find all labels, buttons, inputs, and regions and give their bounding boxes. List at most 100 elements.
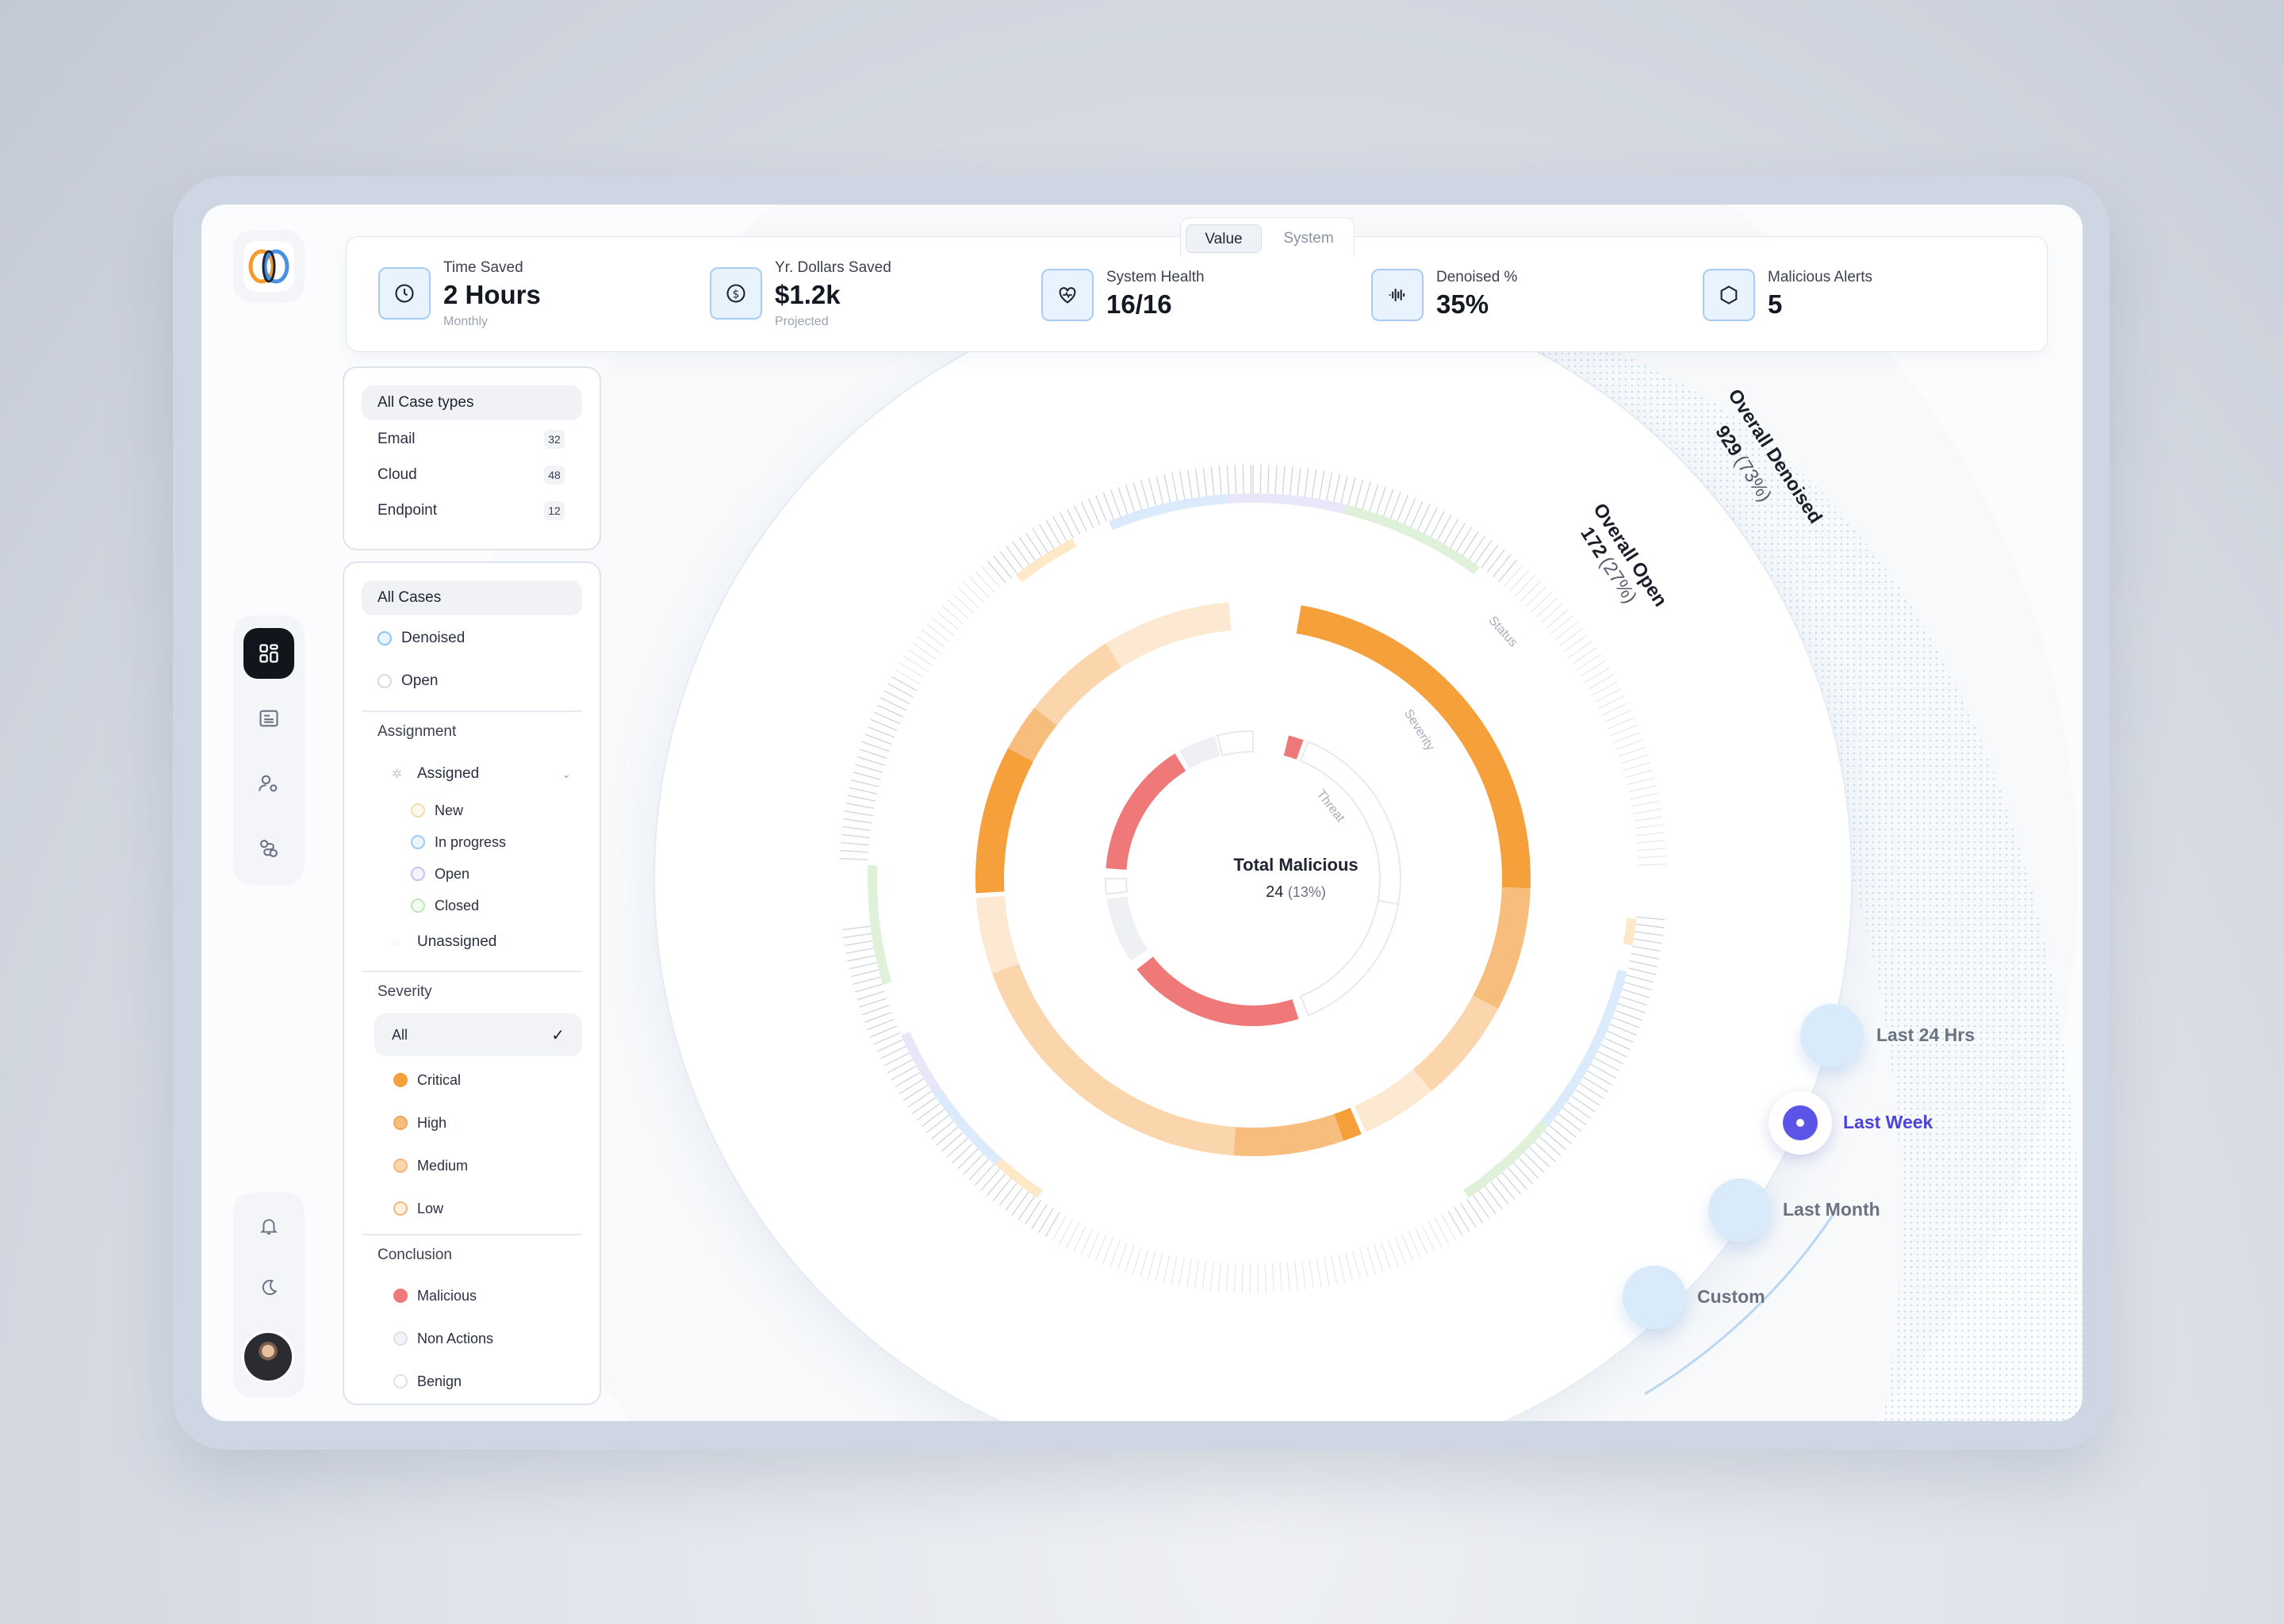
case-type-endpoint[interactable]: Endpoint 12: [362, 493, 582, 528]
case-type-label: Endpoint: [377, 502, 438, 519]
status-tick: [998, 1182, 1017, 1206]
utility-rail: [233, 1193, 305, 1397]
range-last-24-hrs-label[interactable]: Last 24 Hrs: [1876, 1025, 1976, 1045]
severity-low[interactable]: Low: [362, 1191, 582, 1226]
nav-integrations[interactable]: [243, 823, 294, 874]
case-type-all[interactable]: All Case types: [362, 385, 582, 420]
tab-value[interactable]: Value: [1186, 224, 1262, 253]
conclusion-non-actions[interactable]: Non Actions: [362, 1321, 582, 1356]
status-tick: [1437, 515, 1452, 541]
status-band-6[interactable]: [1463, 1120, 1549, 1198]
status-tick: [1564, 634, 1588, 653]
user-avatar[interactable]: [242, 1331, 294, 1383]
range-last-month-node[interactable]: [1708, 1178, 1772, 1242]
status-tick: [1401, 1234, 1414, 1261]
range-last-24-hrs-node[interactable]: [1800, 1004, 1864, 1067]
nav-user-settings[interactable]: [243, 758, 294, 809]
range-custom-node[interactable]: [1623, 1266, 1686, 1329]
conclusion-malicious[interactable]: Malicious: [362, 1278, 582, 1313]
status-band-1[interactable]: [1108, 494, 1227, 530]
filter-assigned[interactable]: ✲ Assigned ⌄: [362, 756, 582, 791]
status-tick: [1548, 1124, 1572, 1144]
case-type-cloud[interactable]: Cloud 48: [362, 458, 582, 492]
status-tick: [992, 1178, 1012, 1201]
theme-toggle-button[interactable]: [243, 1262, 294, 1313]
threat-segment-1[interactable]: [1299, 741, 1401, 906]
status-tick: [1340, 475, 1348, 504]
threat-segment-8[interactable]: [1216, 730, 1254, 756]
severity-all-option[interactable]: All ✓: [374, 1013, 582, 1056]
filter-in-progress[interactable]: In progress: [362, 825, 582, 860]
severity-critical[interactable]: Critical: [362, 1063, 582, 1097]
status-tick: [856, 990, 885, 1001]
status-band-3[interactable]: [1343, 504, 1480, 575]
severity-segment-11[interactable]: [1106, 602, 1232, 668]
severity-segment-2[interactable]: [1412, 995, 1499, 1092]
threat-segment-2[interactable]: [1299, 899, 1400, 1017]
open-dot: [377, 674, 392, 688]
status-band-0[interactable]: [1015, 538, 1077, 583]
case-type-email[interactable]: Email 32: [362, 422, 582, 457]
status-tick: [1267, 465, 1270, 494]
severity-segment-8[interactable]: [975, 748, 1033, 894]
conclusion-benign[interactable]: Benign: [362, 1364, 582, 1399]
threat-segment-5[interactable]: [1104, 878, 1128, 895]
severity-high[interactable]: High: [362, 1105, 582, 1140]
status-band-8[interactable]: [933, 1089, 1002, 1166]
severity-segment-6[interactable]: [992, 963, 1236, 1156]
status-band-5[interactable]: [1541, 969, 1627, 1127]
severity-segment-0[interactable]: [1296, 605, 1531, 889]
filter-open[interactable]: Open: [362, 664, 582, 699]
range-last-week-node[interactable]: [1769, 1091, 1832, 1155]
range-last-week-label[interactable]: Last Week: [1843, 1112, 1933, 1132]
status-tick: [1323, 1257, 1330, 1286]
range-last-month-label[interactable]: Last Month: [1783, 1199, 1880, 1220]
cases-all[interactable]: All Cases: [362, 580, 582, 615]
status-tick: [993, 555, 1012, 579]
severity-segment-4[interactable]: [1334, 1108, 1362, 1141]
status-tick: [1609, 1024, 1637, 1036]
status-band-4[interactable]: [1623, 917, 1637, 946]
filter-denoised[interactable]: Denoised: [362, 621, 582, 656]
severity-segment-5[interactable]: [1233, 1113, 1343, 1156]
threat-segment-3[interactable]: [1136, 956, 1299, 1026]
status-band-7[interactable]: [994, 1158, 1043, 1198]
threat-segment-4[interactable]: [1106, 896, 1148, 962]
status-tick: [1626, 975, 1654, 983]
chevron-down-icon[interactable]: ⌄: [561, 767, 571, 780]
kpi-value: 5: [1768, 289, 1783, 319]
status-band-9[interactable]: [901, 1031, 942, 1094]
conclusion-title: Conclusion: [377, 1247, 452, 1263]
status-tick: [981, 565, 1001, 588]
case-type-label: Email: [377, 431, 416, 447]
filter-unassigned[interactable]: ◌ Unassigned: [362, 925, 582, 959]
status-band-10[interactable]: [868, 865, 892, 985]
threat-segment-0[interactable]: [1283, 735, 1304, 760]
status-tick: [891, 1065, 917, 1081]
status-tick: [1441, 1214, 1457, 1240]
filter-closed[interactable]: Closed: [362, 888, 582, 923]
threat-segment-7[interactable]: [1179, 736, 1221, 769]
range-custom-label[interactable]: Custom: [1697, 1286, 1765, 1307]
severity-segment-7[interactable]: [975, 895, 1019, 974]
status-tick: [921, 1109, 945, 1128]
nav-reports[interactable]: [243, 693, 294, 744]
app-logo[interactable]: [243, 241, 294, 292]
status-tick: [947, 599, 969, 619]
filter-label: Open: [435, 865, 470, 882]
status-tick: [1066, 508, 1081, 535]
severity-segment-9[interactable]: [1007, 707, 1057, 762]
filter-assigned-open[interactable]: Open: [362, 856, 582, 891]
severity-segment-10[interactable]: [1034, 643, 1121, 726]
nav-dashboard[interactable]: [243, 628, 294, 679]
status-tick: [1147, 1251, 1156, 1280]
status-band-2[interactable]: [1226, 492, 1347, 515]
tab-system[interactable]: System: [1283, 230, 1334, 247]
notifications-button[interactable]: [243, 1201, 294, 1251]
threat-segment-6[interactable]: [1106, 753, 1186, 870]
severity-segment-3[interactable]: [1354, 1069, 1431, 1132]
severity-medium[interactable]: Medium: [362, 1148, 582, 1183]
severity-segment-1[interactable]: [1473, 887, 1531, 1009]
status-tick: [1638, 864, 1667, 866]
filter-new[interactable]: New: [362, 793, 582, 828]
